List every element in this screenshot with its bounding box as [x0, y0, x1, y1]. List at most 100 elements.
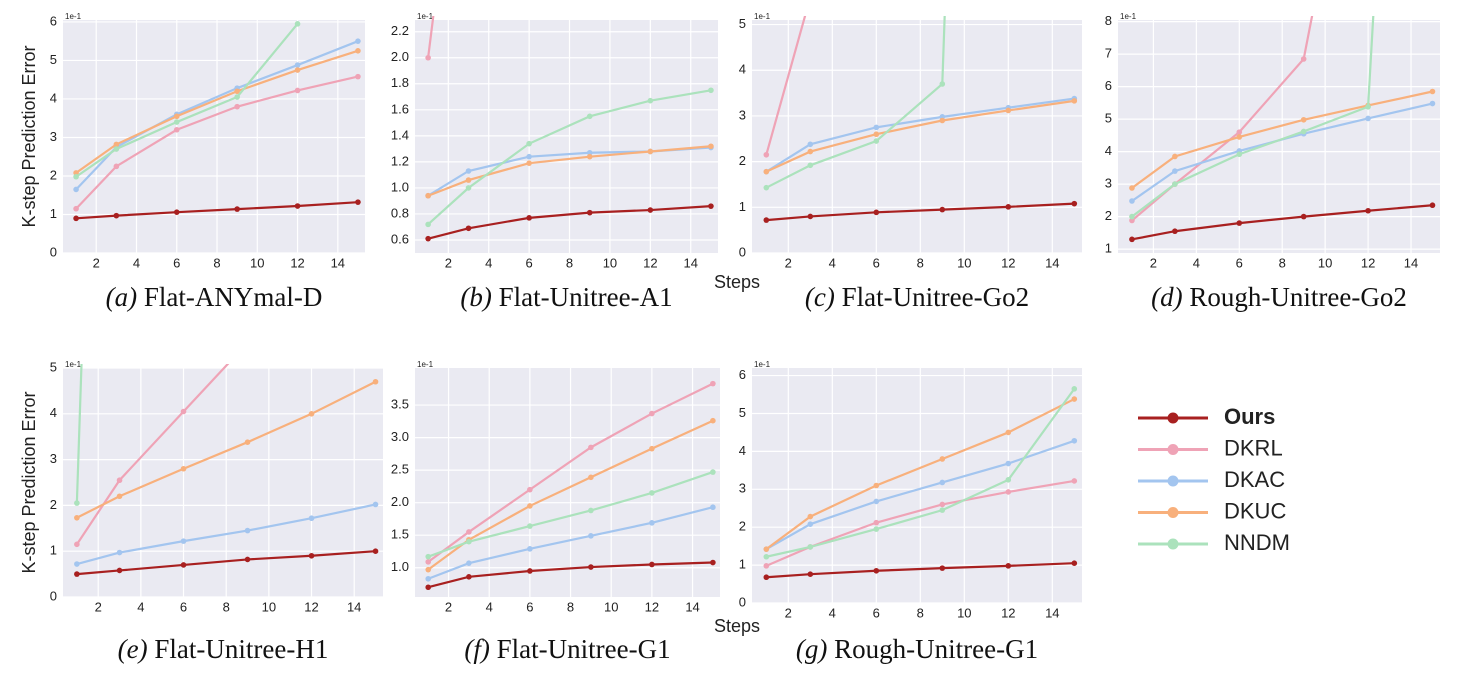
data-point	[425, 566, 432, 573]
y-tick-label: 4	[50, 405, 57, 420]
legend-marker	[1167, 538, 1179, 550]
legend-marker	[1167, 475, 1179, 487]
data-point	[1365, 115, 1371, 122]
plot-area	[415, 20, 718, 253]
x-tick-label: 12	[304, 599, 318, 614]
x-tick-label: 2	[445, 255, 452, 270]
panel-label: (a)	[106, 282, 137, 312]
x-tick-label: 12	[643, 255, 657, 270]
panel-caption: (f) Flat-Unitree-G1	[464, 634, 670, 664]
data-point	[294, 87, 301, 94]
data-point	[1236, 220, 1243, 226]
data-point	[1236, 151, 1243, 158]
series-line	[766, 202, 1075, 222]
data-point	[1005, 107, 1012, 114]
data-point	[466, 560, 472, 566]
data-point	[180, 465, 187, 472]
y-tick-label: 7	[1105, 46, 1112, 61]
x-tick-label: 6	[873, 255, 880, 270]
plot-area	[752, 368, 1082, 603]
data-point	[1005, 429, 1012, 436]
legend-marker	[1167, 444, 1179, 455]
data-point	[1005, 204, 1012, 210]
data-point	[873, 209, 880, 216]
panel-gap	[492, 282, 499, 312]
data-point	[710, 417, 716, 424]
y-tick-label: 2.2	[391, 23, 409, 38]
x-tick-label: 8	[223, 599, 230, 614]
data-point	[1236, 134, 1243, 140]
panel-label: (f)	[464, 634, 489, 664]
data-point	[588, 533, 594, 539]
data-point	[1300, 213, 1307, 220]
y-tick-label: 5	[50, 52, 57, 67]
y-tick-label: 4	[739, 62, 746, 77]
data-point	[245, 340, 251, 346]
data-point	[425, 553, 432, 560]
series-line	[76, 550, 376, 576]
data-point	[588, 474, 594, 481]
data-point	[586, 153, 593, 160]
data-point	[1071, 437, 1078, 444]
y-tick-label: 0.6	[391, 231, 409, 246]
data-point	[1129, 198, 1135, 204]
data-point	[74, 541, 80, 548]
panel-gap	[137, 282, 144, 312]
x-tick-label: 12	[1361, 255, 1375, 270]
data-point	[116, 549, 123, 556]
data-point	[649, 410, 655, 417]
data-point	[1300, 56, 1307, 62]
data-point	[649, 490, 655, 496]
y-tick-label: 3	[50, 451, 57, 466]
data-point	[294, 67, 301, 73]
data-point	[1172, 228, 1178, 235]
data-point	[425, 575, 432, 582]
series-layer	[763, 16, 1078, 223]
series-line	[427, 89, 712, 226]
data-point	[586, 113, 593, 120]
panel: 0.60.81.01.21.41.61.82.02.22 4 6 8 10 12 141e-…	[391, 12, 760, 312]
x-tick-label: 8	[917, 605, 924, 620]
data-point	[939, 507, 946, 513]
data-point	[372, 378, 379, 385]
x-tick-label: 14	[331, 255, 345, 270]
data-point	[308, 515, 315, 522]
y-tick-label: 4	[1105, 143, 1112, 158]
panel-gap	[1183, 282, 1190, 312]
series-line	[1131, 204, 1433, 241]
data-point	[1300, 116, 1307, 123]
series-line	[765, 16, 807, 156]
y-tick-label: 1	[50, 543, 57, 558]
x-tick-label: 10	[957, 605, 971, 620]
x-tick-label: 2	[785, 605, 792, 620]
data-point	[1005, 563, 1012, 569]
series-line	[427, 382, 714, 563]
y-axis-label: K-step Prediction Error	[19, 391, 39, 573]
data-point	[355, 199, 361, 205]
y-tick-label: 0	[739, 594, 746, 609]
data-point	[1429, 88, 1436, 95]
plot-area	[1118, 20, 1440, 253]
data-point	[113, 163, 120, 170]
data-point	[1071, 396, 1078, 402]
y-tick-label: 2	[1105, 208, 1112, 223]
x-tick-label: 8	[917, 255, 924, 270]
data-point	[116, 477, 123, 484]
x-tick-label: 14	[1045, 605, 1059, 620]
y-tick-label: 1.4	[391, 127, 409, 142]
y-tick-label: 5	[50, 359, 57, 374]
panel-title: Flat-Unitree-Go2	[842, 282, 1029, 312]
y-tick-label: 3.5	[391, 397, 409, 412]
y-tick-label: 4	[739, 443, 746, 458]
x-tick-label: 12	[1001, 255, 1015, 270]
series-line	[76, 380, 377, 519]
x-tick-label: 10	[250, 255, 264, 270]
data-point	[372, 548, 379, 554]
x-tick-label: 8	[213, 255, 220, 270]
y-tick-label: 1	[50, 206, 57, 221]
data-point	[526, 140, 532, 147]
x-tick-label: 10	[603, 255, 617, 270]
